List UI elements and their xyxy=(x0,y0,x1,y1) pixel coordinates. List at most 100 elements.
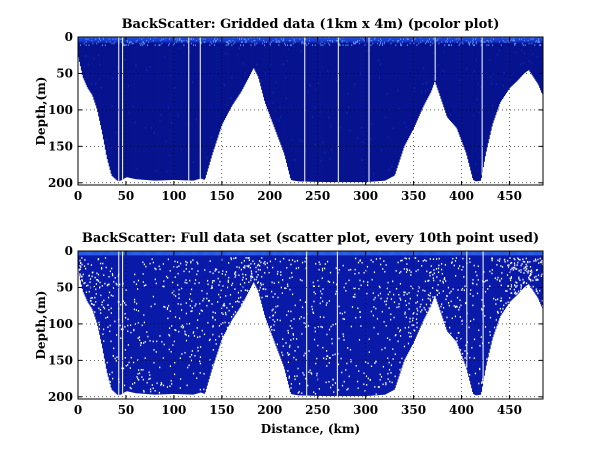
pcolor-cell xyxy=(469,37,471,39)
pcolor-cell xyxy=(403,45,406,146)
pcolor-cell xyxy=(211,44,213,47)
scatter-gap xyxy=(410,285,412,288)
pcolor-cell xyxy=(243,45,246,86)
pcolor-cell xyxy=(518,39,520,42)
pcolor-cell xyxy=(214,38,216,41)
pcolor-cell xyxy=(168,39,170,42)
pcolor-cell xyxy=(343,44,345,47)
pcolor-cell xyxy=(113,45,115,178)
pcolor-cell xyxy=(138,38,140,41)
pcolor-cell xyxy=(333,42,336,45)
pcolor-cell xyxy=(443,42,445,45)
pcolor-cell xyxy=(214,45,216,147)
scatter-column xyxy=(461,251,463,357)
pcolor-cell xyxy=(428,44,431,47)
scatter-column xyxy=(470,251,472,385)
pcolor-cell xyxy=(183,42,185,45)
pcolor-cell xyxy=(396,38,398,41)
pcolor-cell xyxy=(80,41,83,44)
scatter-gap xyxy=(317,344,319,347)
scatter-column xyxy=(147,251,150,395)
scatter-gap xyxy=(304,352,306,355)
scatter-gap xyxy=(102,333,104,335)
pcolor-cell xyxy=(142,45,144,180)
pcolor-cell xyxy=(259,38,261,41)
scatter-gap xyxy=(348,375,350,378)
pcolor-cell xyxy=(371,42,373,45)
scatter-column xyxy=(373,251,375,256)
scatter-gap xyxy=(457,332,459,334)
pcolor-cell xyxy=(370,45,372,182)
pcolor-cell xyxy=(416,41,418,44)
pcolor-cell xyxy=(427,39,430,42)
pcolor-cell xyxy=(217,44,220,47)
scatter-column xyxy=(103,251,106,359)
scatter-column xyxy=(517,251,519,256)
scatter-column xyxy=(249,251,251,256)
pcolor-cell xyxy=(131,38,134,41)
pcolor-cell xyxy=(238,47,240,50)
scatter-gap xyxy=(473,357,475,359)
pcolor-cell xyxy=(336,42,339,45)
pcolor-cell xyxy=(150,42,153,45)
pcolor-cell xyxy=(354,42,356,45)
pcolor-cell xyxy=(518,41,520,44)
scatter-column xyxy=(186,251,188,256)
scatter-column xyxy=(181,251,183,256)
pcolor-cell xyxy=(534,44,536,47)
pcolor-cell xyxy=(171,121,173,124)
pcolor-cell xyxy=(86,38,88,41)
scatter-column xyxy=(274,251,276,256)
pcolor-cell xyxy=(360,126,363,129)
pcolor-cell xyxy=(490,38,492,41)
pcolor-cell xyxy=(223,39,226,42)
pcolor-cell xyxy=(394,39,396,42)
pcolor-cell xyxy=(522,38,525,41)
scatter-gap xyxy=(101,301,103,303)
pcolor-cell xyxy=(170,44,172,47)
pcolor-cell xyxy=(132,105,135,108)
scatter-gap xyxy=(305,267,307,270)
scatter-gap xyxy=(277,270,279,273)
pcolor-cell xyxy=(252,45,254,69)
pcolor-cell xyxy=(431,44,434,47)
pcolor-cell xyxy=(376,37,378,39)
pcolor-cell xyxy=(424,42,426,45)
pcolor-cell xyxy=(86,41,88,44)
pcolor-cell xyxy=(202,37,204,39)
pcolor-cell xyxy=(357,37,359,39)
scatter-column xyxy=(497,251,500,321)
pcolor-cell xyxy=(431,39,434,42)
pcolor-cell xyxy=(233,45,235,103)
scatter-gap xyxy=(505,302,507,305)
pcolor-cell xyxy=(489,44,491,47)
pcolor-cell xyxy=(271,38,274,41)
pcolor-cell xyxy=(227,37,229,39)
pcolor-cell xyxy=(178,41,181,44)
pcolor-cell xyxy=(405,39,408,42)
pcolor-cell xyxy=(321,38,323,41)
pcolor-cell xyxy=(494,45,496,118)
scatter-column xyxy=(170,251,172,395)
pcolor-cell xyxy=(164,38,166,41)
scatter-column xyxy=(488,251,490,256)
pcolor-cell xyxy=(394,38,396,41)
scatter-column xyxy=(480,251,483,392)
pcolor-cell xyxy=(483,42,485,45)
pcolor-cell xyxy=(426,41,429,44)
pcolor-cell xyxy=(447,38,449,41)
pcolor-cell xyxy=(384,39,387,42)
pcolor-cell xyxy=(325,38,327,41)
scatter-gap xyxy=(507,301,509,304)
pcolor-cell xyxy=(200,44,203,47)
pcolor-cell xyxy=(92,41,94,44)
pcolor-cell xyxy=(392,38,394,41)
pcolor-cell xyxy=(204,42,206,45)
scatter-column xyxy=(198,251,201,256)
pcolor-cell xyxy=(378,39,380,42)
pcolor-cell xyxy=(356,39,358,42)
scatter-column xyxy=(461,251,463,256)
pcolor-cell xyxy=(442,37,444,39)
scatter-column xyxy=(312,251,315,256)
scatter-column xyxy=(130,251,133,393)
